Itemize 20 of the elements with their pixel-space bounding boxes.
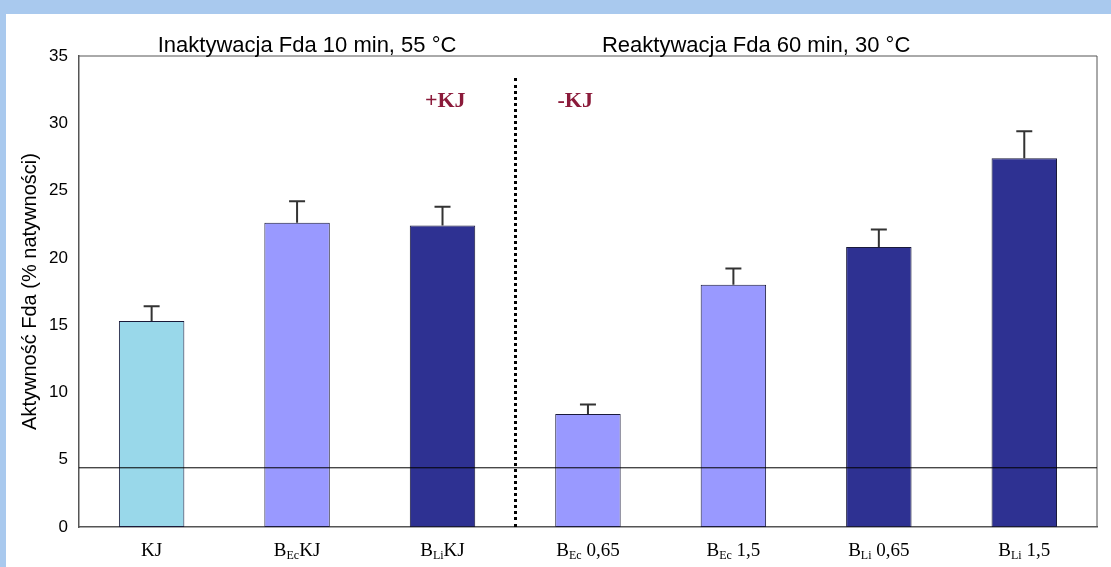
chart-title: Inaktywacja Fda 10 min, 55 °C xyxy=(157,32,457,58)
annotation: -KJ xyxy=(557,86,593,112)
x-tick-label: B$_{Ec}$ 0,65 xyxy=(556,539,620,563)
x-tick-label: B$_{Ec}$KJ xyxy=(273,539,321,563)
x-tick-label: B$_{Li}$KJ xyxy=(420,539,465,563)
x-tick-label: KJ xyxy=(141,539,163,561)
y-tick-label: 30 xyxy=(48,112,68,132)
chart-subtitle: Reaktywacja Fda 60 min, 30 °C xyxy=(601,32,911,58)
x-tick-label: B$_{Li}$ 1,5 xyxy=(998,539,1051,563)
annotation: +KJ xyxy=(424,86,466,112)
x-tick-label: B$_{Ec}$ 1,5 xyxy=(706,539,761,563)
y-tick-label: 25 xyxy=(48,180,68,200)
y-axis-title: Aktywność Fda (% natywności) xyxy=(17,153,40,430)
x-tick-label: B$_{Li}$ 0,65 xyxy=(848,539,910,563)
y-tick-label: 10 xyxy=(48,382,68,402)
y-tick-label: 20 xyxy=(48,247,68,267)
y-tick-label: 35 xyxy=(48,45,68,65)
y-tick-label: 15 xyxy=(48,314,68,334)
y-tick-label: 0 xyxy=(58,516,68,536)
y-tick-label: 5 xyxy=(58,449,68,469)
